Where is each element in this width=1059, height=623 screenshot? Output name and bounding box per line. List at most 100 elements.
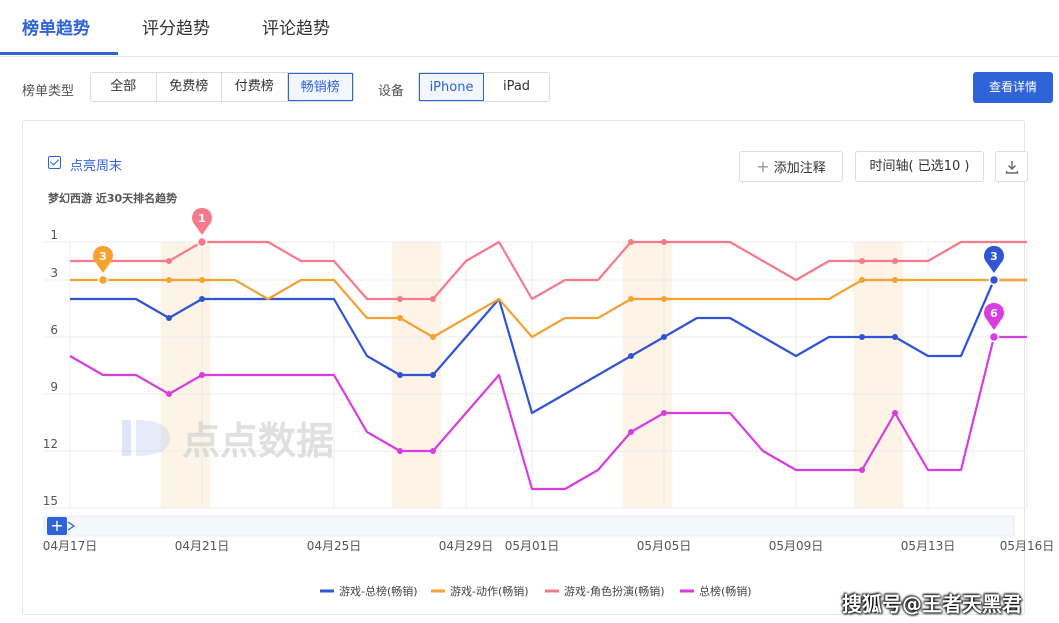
legend-label: 总榜(畅销) — [699, 584, 752, 598]
data-point — [859, 467, 865, 473]
pin-marker — [984, 302, 1005, 330]
data-point — [892, 410, 898, 416]
highlight-weekend-label[interactable]: 点亮周末 — [70, 159, 123, 174]
chart-type-free[interactable]: 免费榜 — [157, 73, 222, 101]
data-point — [397, 296, 403, 302]
data-point — [430, 334, 436, 340]
device-iphone[interactable]: iPhone — [419, 73, 485, 101]
range-expand-button — [47, 517, 67, 535]
pin-marker — [192, 207, 213, 235]
pin-anchor-point — [988, 331, 1000, 343]
data-point — [430, 448, 436, 454]
y-tick-label: 3 — [50, 266, 58, 280]
x-tick-label: 05月05日 — [637, 539, 692, 553]
data-point — [859, 334, 865, 340]
data-point — [397, 315, 403, 321]
plus-icon: + — [756, 157, 770, 176]
view-details-button[interactable]: 查看详情 — [973, 72, 1053, 103]
chart-type-all[interactable]: 全部 — [91, 73, 157, 101]
data-point — [628, 239, 634, 245]
pin-anchor-point — [196, 236, 208, 248]
x-tick-label: 04月21日 — [175, 539, 230, 553]
brand-logo-icon — [122, 420, 170, 456]
chart-type-label: 榜单类型 — [22, 84, 75, 99]
y-tick-label: 6 — [50, 323, 58, 337]
series-lines — [69, 240, 1027, 491]
data-point — [166, 258, 172, 264]
pin-anchor-point — [988, 274, 1000, 286]
data-point — [166, 277, 172, 283]
data-point — [397, 372, 403, 378]
data-point — [892, 277, 898, 283]
add-note-label: 添加注释 — [773, 161, 826, 176]
device-selector: iPhone iPad — [418, 72, 550, 102]
data-point — [661, 296, 667, 302]
timeline-button[interactable]: 时间轴( 已选10 ) — [855, 151, 984, 182]
data-point — [166, 391, 172, 397]
data-point — [661, 334, 667, 340]
x-tick-label: 05月13日 — [901, 539, 956, 553]
download-button[interactable] — [995, 151, 1028, 182]
series-line — [70, 278, 1027, 415]
data-point — [166, 315, 172, 321]
data-point — [661, 410, 667, 416]
x-tick-label: 04月25日 — [307, 539, 362, 553]
x-tick-label: 05月16日 — [1000, 539, 1055, 553]
data-point — [397, 448, 403, 454]
chart-type-paid[interactable]: 付费榜 — [222, 73, 288, 101]
data-point — [661, 239, 667, 245]
device-ipad[interactable]: iPad — [502, 79, 531, 94]
footer-watermark: 搜狐号@王者天黑君 — [842, 592, 1022, 616]
legend-label: 游戏-角色扮演(畅销) — [564, 584, 665, 598]
pin-marker — [93, 245, 114, 273]
device-label: 设备 — [378, 84, 405, 99]
x-axis-ticks: 04月17日 04月21日 04月25日 04月29日 05月01日 05月05日 05月0… — [43, 539, 1055, 553]
range-slider: + — [43, 515, 1015, 537]
data-point — [859, 277, 865, 283]
slider-handle-icon — [67, 521, 76, 531]
pin-label: 3 — [99, 250, 107, 263]
tab-review-trend[interactable]: 评论趋势 — [262, 19, 330, 39]
range-slider-track — [43, 515, 1015, 537]
chart-title: 梦幻西游 近30天排名趋势 — [48, 192, 178, 205]
brand-watermark-group: 点点数据 — [122, 419, 334, 463]
legend-label: 游戏-动作(畅销) — [450, 584, 529, 598]
y-axis-ticks: 1 3 6 9 12 15 — [43, 228, 58, 508]
series-line — [69, 335, 1027, 491]
y-tick-label: 9 — [50, 380, 58, 394]
x-tick-label: 04月17日 — [43, 539, 98, 553]
weekend-band — [853, 242, 904, 508]
data-point — [430, 372, 436, 378]
legend-label: 游戏-总榜(畅销) — [339, 584, 418, 598]
x-tick-label: 05月09日 — [769, 539, 824, 553]
data-point — [892, 334, 898, 340]
chart-type-selector: 全部 免费榜 付费榜 畅销榜 — [90, 72, 354, 102]
data-point — [199, 296, 205, 302]
pin-label: 6 — [990, 307, 998, 320]
data-point — [628, 353, 634, 359]
x-tick-label: 05月01日 — [505, 539, 560, 553]
download-icon — [1005, 161, 1018, 174]
data-point — [892, 258, 898, 264]
tab-rank-trend[interactable]: 榜单趋势 — [22, 19, 90, 39]
data-point — [430, 296, 436, 302]
data-point — [199, 372, 205, 378]
add-note-button[interactable]: + 添加注释 — [739, 151, 843, 182]
chart-type-grossing[interactable]: 畅销榜 — [287, 73, 353, 101]
y-tick-label: 1 — [50, 228, 58, 242]
series-points — [166, 239, 898, 473]
pin-label: 3 — [990, 250, 998, 263]
data-point — [628, 296, 634, 302]
highlight-weekend-checkbox[interactable] — [48, 156, 61, 169]
tab-rating-trend[interactable]: 评分趋势 — [142, 19, 210, 39]
top-tabs: 榜单趋势 评分趋势 评论趋势 — [0, 0, 1059, 57]
y-tick-label: 15 — [43, 494, 58, 508]
active-tab-indicator — [0, 52, 118, 55]
data-point — [199, 277, 205, 283]
data-point — [859, 258, 865, 264]
brand-watermark: 点点数据 — [182, 419, 334, 463]
chart-legend: 游戏-总榜(畅销) 游戏-动作(畅销) 游戏-角色扮演(畅销) 总榜(畅销) — [320, 584, 752, 598]
chart-card — [22, 120, 1025, 615]
plus-icon: + — [50, 516, 63, 535]
